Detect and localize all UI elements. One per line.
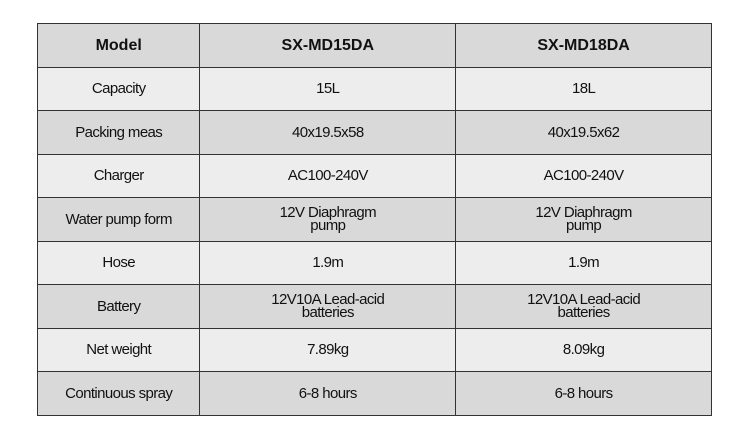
value-cell: 12V10A Lead-acid batteries: [199, 284, 457, 329]
value-cell: 1.9m: [199, 240, 457, 285]
value-cell: 6-8 hours: [455, 371, 712, 416]
row-label: Packing meas: [36, 110, 201, 155]
table-row: Charger AC100-240V AC100-240V: [36, 153, 712, 198]
cell-line: 12V Diaphragm: [279, 204, 377, 222]
header-cell: Model: [36, 23, 201, 68]
value-cell: 18L: [455, 66, 712, 111]
cell-line: batteries: [301, 304, 355, 322]
value-cell: 8.09kg: [455, 327, 712, 372]
value-cell: 12V Diaphragm pump: [455, 197, 712, 242]
header-cell: SX-MD18DA: [455, 23, 712, 68]
value-cell: 40x19.5x62: [455, 110, 712, 155]
header-row: Model SX-MD15DA SX-MD18DA: [36, 23, 712, 68]
cell-line: pump: [310, 217, 346, 235]
table-row: Battery 12V10A Lead-acid batteries 12V10A L…: [36, 284, 712, 329]
table-row: Continuous spray 6-8 hours 6-8 hours: [36, 371, 712, 416]
cell-line: batteries: [557, 304, 611, 322]
cell-line: 12V Diaphragm: [535, 204, 632, 222]
table-row: Packing meas 40x19.5x58 40x19.5x62: [36, 110, 712, 155]
table-row: Net weight 7.89kg 8.09kg: [36, 327, 712, 372]
cell-line: pump: [566, 217, 602, 235]
table-body: Model SX-MD15DA SX-MD18DA Capacity 15L 18L Pac…: [36, 23, 712, 416]
value-cell: 40x19.5x58: [199, 110, 457, 155]
value-cell: AC100-240V: [199, 153, 457, 198]
header-cell: SX-MD15DA: [199, 23, 457, 68]
value-cell: 12V Diaphragm pump: [199, 197, 457, 242]
row-label: Water pump form: [36, 197, 201, 242]
value-cell: 7.89kg: [199, 327, 457, 372]
table-row: Capacity 15L 18L: [36, 66, 712, 111]
value-cell: 12V10A Lead-acid batteries: [455, 284, 712, 329]
row-label: Capacity: [36, 66, 201, 111]
cell-line: 12V10A Lead-acid: [527, 291, 641, 309]
row-label: Continuous spray: [36, 371, 201, 416]
row-label: Battery: [36, 284, 201, 329]
row-label: Net weight: [36, 327, 201, 372]
spec-table: Model SX-MD15DA SX-MD18DA Capacity 15L 18L Pac…: [36, 23, 712, 416]
value-cell: 15L: [199, 66, 457, 111]
row-label: Hose: [36, 240, 201, 285]
value-cell: 1.9m: [455, 240, 712, 285]
table-row: Water pump form 12V Diaphragm pump 12V Diap…: [36, 197, 712, 242]
cell-line: 12V10A Lead-acid: [271, 291, 385, 309]
value-cell: 6-8 hours: [199, 371, 457, 416]
row-label: Charger: [36, 153, 201, 198]
table-row: Hose 1.9m 1.9m: [36, 240, 712, 285]
value-cell: AC100-240V: [455, 153, 712, 198]
